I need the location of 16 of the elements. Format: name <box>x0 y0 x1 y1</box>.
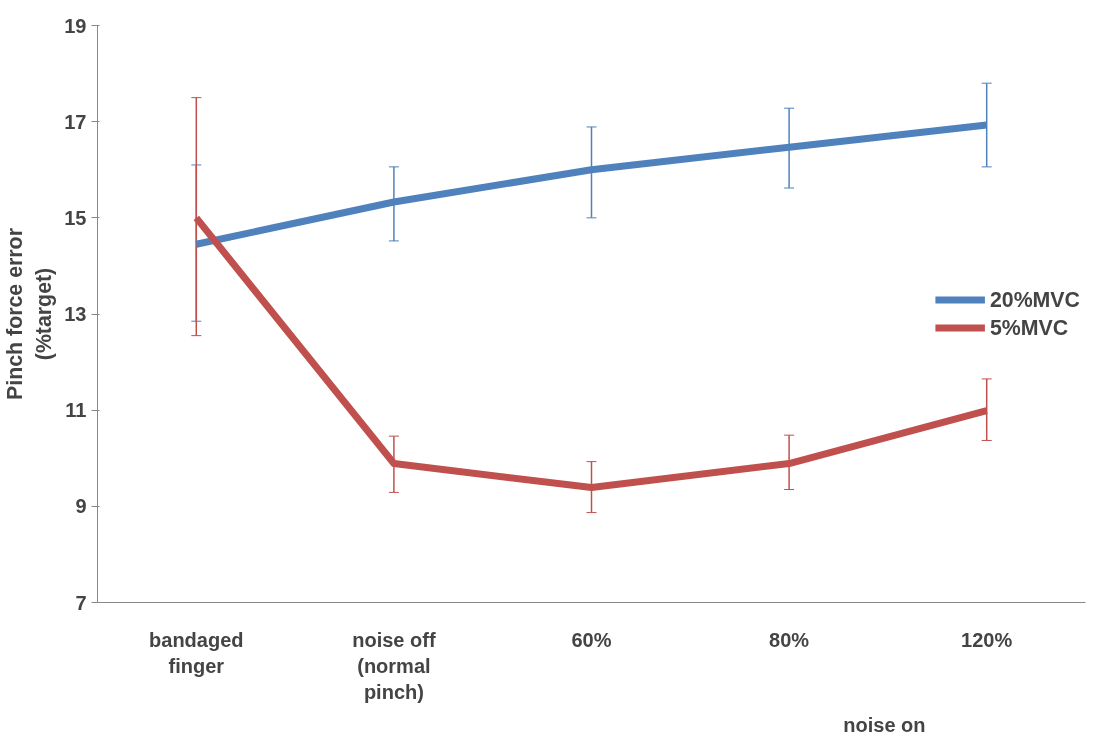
y-tick-label: 19 <box>64 14 87 37</box>
x-tick-label: 80% <box>769 628 810 651</box>
y-tick-label: 9 <box>75 495 87 518</box>
y-tick-label: 17 <box>64 110 87 133</box>
legend-label: 20%MVC <box>989 287 1080 312</box>
text: noise on <box>843 713 926 736</box>
y-tick-label: 7 <box>75 591 87 614</box>
y-axis-title: Pinch force error (%target) <box>3 228 57 400</box>
legend-label: 5%MVC <box>989 315 1070 340</box>
x-tick-label: bandaged finger <box>149 628 244 677</box>
y-tick-label: 13 <box>64 303 87 325</box>
x-tick-label: noise off (normal pinch) <box>352 628 436 704</box>
x-tick-label: 120% <box>961 628 1013 651</box>
y-tick-label: 15 <box>64 206 87 229</box>
y-tick-label: 11 <box>65 399 87 422</box>
x-tick-label: 60% <box>571 628 612 651</box>
